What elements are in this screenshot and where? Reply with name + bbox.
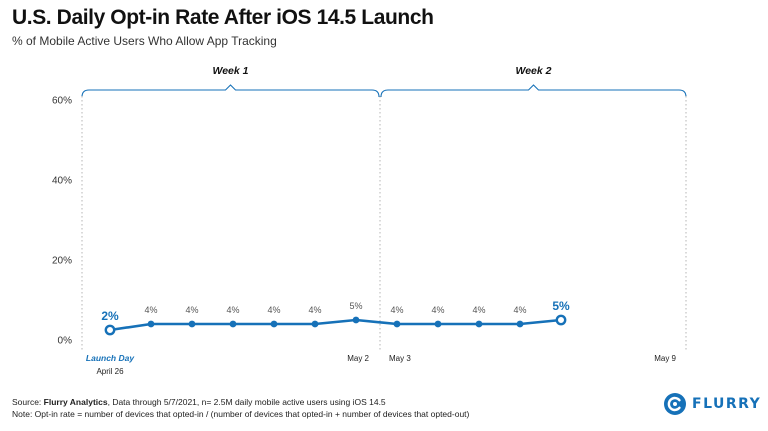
x-tick-label: May 9 <box>654 354 676 363</box>
x-tick-label: April 26 <box>96 367 124 376</box>
data-point <box>393 320 401 328</box>
data-point <box>270 320 278 328</box>
data-label: 2% <box>101 309 119 323</box>
x-axis-labels: Launch Day April 26 May 2 May 3 May 9 <box>86 353 677 376</box>
data-point <box>311 320 319 328</box>
week-label: Week 2 <box>516 65 552 77</box>
flurry-logo-text: FLURRY <box>692 396 762 412</box>
week-brackets: Week 1 Week 2 <box>81 65 687 352</box>
data-label: 4% <box>185 305 198 315</box>
data-label: 4% <box>472 305 485 315</box>
flurry-logo: FLURRY <box>663 392 761 416</box>
x-tick-label: Launch Day <box>86 353 135 363</box>
week-bracket <box>81 84 380 98</box>
y-axis: 0% 20% 40% 60% <box>52 96 83 352</box>
data-point <box>352 316 360 324</box>
opt-in-line-chart: Week 1 Week 2 0% 20% 40% 60% 2% 4% 4% 4% 4% 4% 5% 4… <box>52 65 687 376</box>
data-point <box>475 320 483 328</box>
data-series <box>104 314 567 336</box>
chart-subtitle: % of Mobile Active Users Who Allow App T… <box>12 34 277 48</box>
flurry-logo-icon <box>664 393 686 415</box>
data-label: 5% <box>552 299 570 313</box>
series-line <box>109 318 562 332</box>
data-point <box>188 320 196 328</box>
data-label: 4% <box>431 305 444 315</box>
data-point-highlight <box>555 314 567 326</box>
data-label: 4% <box>308 305 321 315</box>
week-bracket <box>380 84 687 98</box>
x-tick-label: May 2 <box>347 354 369 363</box>
week-label: Week 1 <box>213 65 249 77</box>
x-tick-label: May 3 <box>389 354 411 363</box>
y-tick-label: 60% <box>52 96 72 107</box>
data-point <box>516 320 524 328</box>
source-prefix: Source: <box>12 397 44 407</box>
data-point <box>229 320 237 328</box>
chart-footer: Source: Flurry Analytics, Data through 5… <box>12 396 469 420</box>
data-point <box>147 320 155 328</box>
note-line: Note: Opt-in rate = number of devices th… <box>12 409 470 419</box>
y-tick-label: 40% <box>52 176 72 187</box>
data-label: 4% <box>267 305 280 315</box>
chart-title: U.S. Daily Opt-in Rate After iOS 14.5 La… <box>12 6 434 29</box>
data-labels: 2% 4% 4% 4% 4% 4% 5% 4% 4% 4% 4% 5% <box>101 299 570 323</box>
y-tick-label: 20% <box>52 256 72 267</box>
data-point-highlight <box>104 324 116 336</box>
data-label: 5% <box>349 301 362 311</box>
data-point <box>434 320 442 328</box>
source-details: , Data through 5/7/2021, n= 2.5M daily m… <box>107 397 386 407</box>
data-label: 4% <box>226 305 239 315</box>
y-tick-label: 0% <box>58 336 73 347</box>
source-line: Source: Flurry Analytics, Data through 5… <box>12 396 469 408</box>
data-label: 4% <box>144 305 157 315</box>
data-label: 4% <box>390 305 403 315</box>
data-label: 4% <box>513 305 526 315</box>
source-org: Flurry Analytics <box>43 397 108 407</box>
